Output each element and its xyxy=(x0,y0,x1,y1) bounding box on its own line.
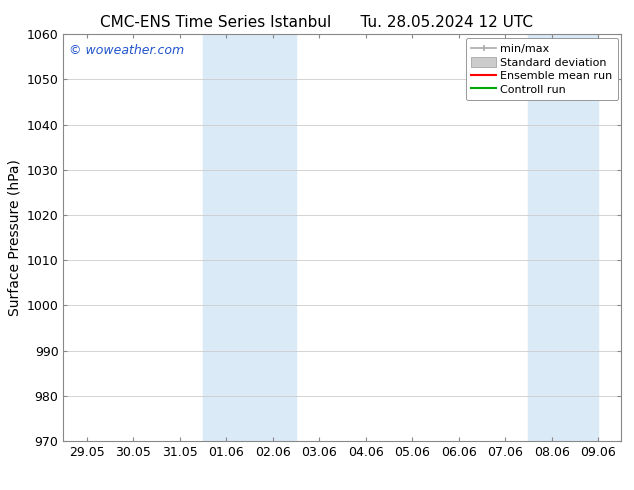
Legend: min/max, Standard deviation, Ensemble mean run, Controll run: min/max, Standard deviation, Ensemble me… xyxy=(466,38,618,100)
Bar xyxy=(203,34,296,441)
Text: CMC-ENS Time Series Istanbul      Tu. 28.05.2024 12 UTC: CMC-ENS Time Series Istanbul Tu. 28.05.2… xyxy=(101,15,533,30)
Text: © woweather.com: © woweather.com xyxy=(69,45,184,57)
Bar xyxy=(528,34,598,441)
Y-axis label: Surface Pressure (hPa): Surface Pressure (hPa) xyxy=(7,159,21,316)
